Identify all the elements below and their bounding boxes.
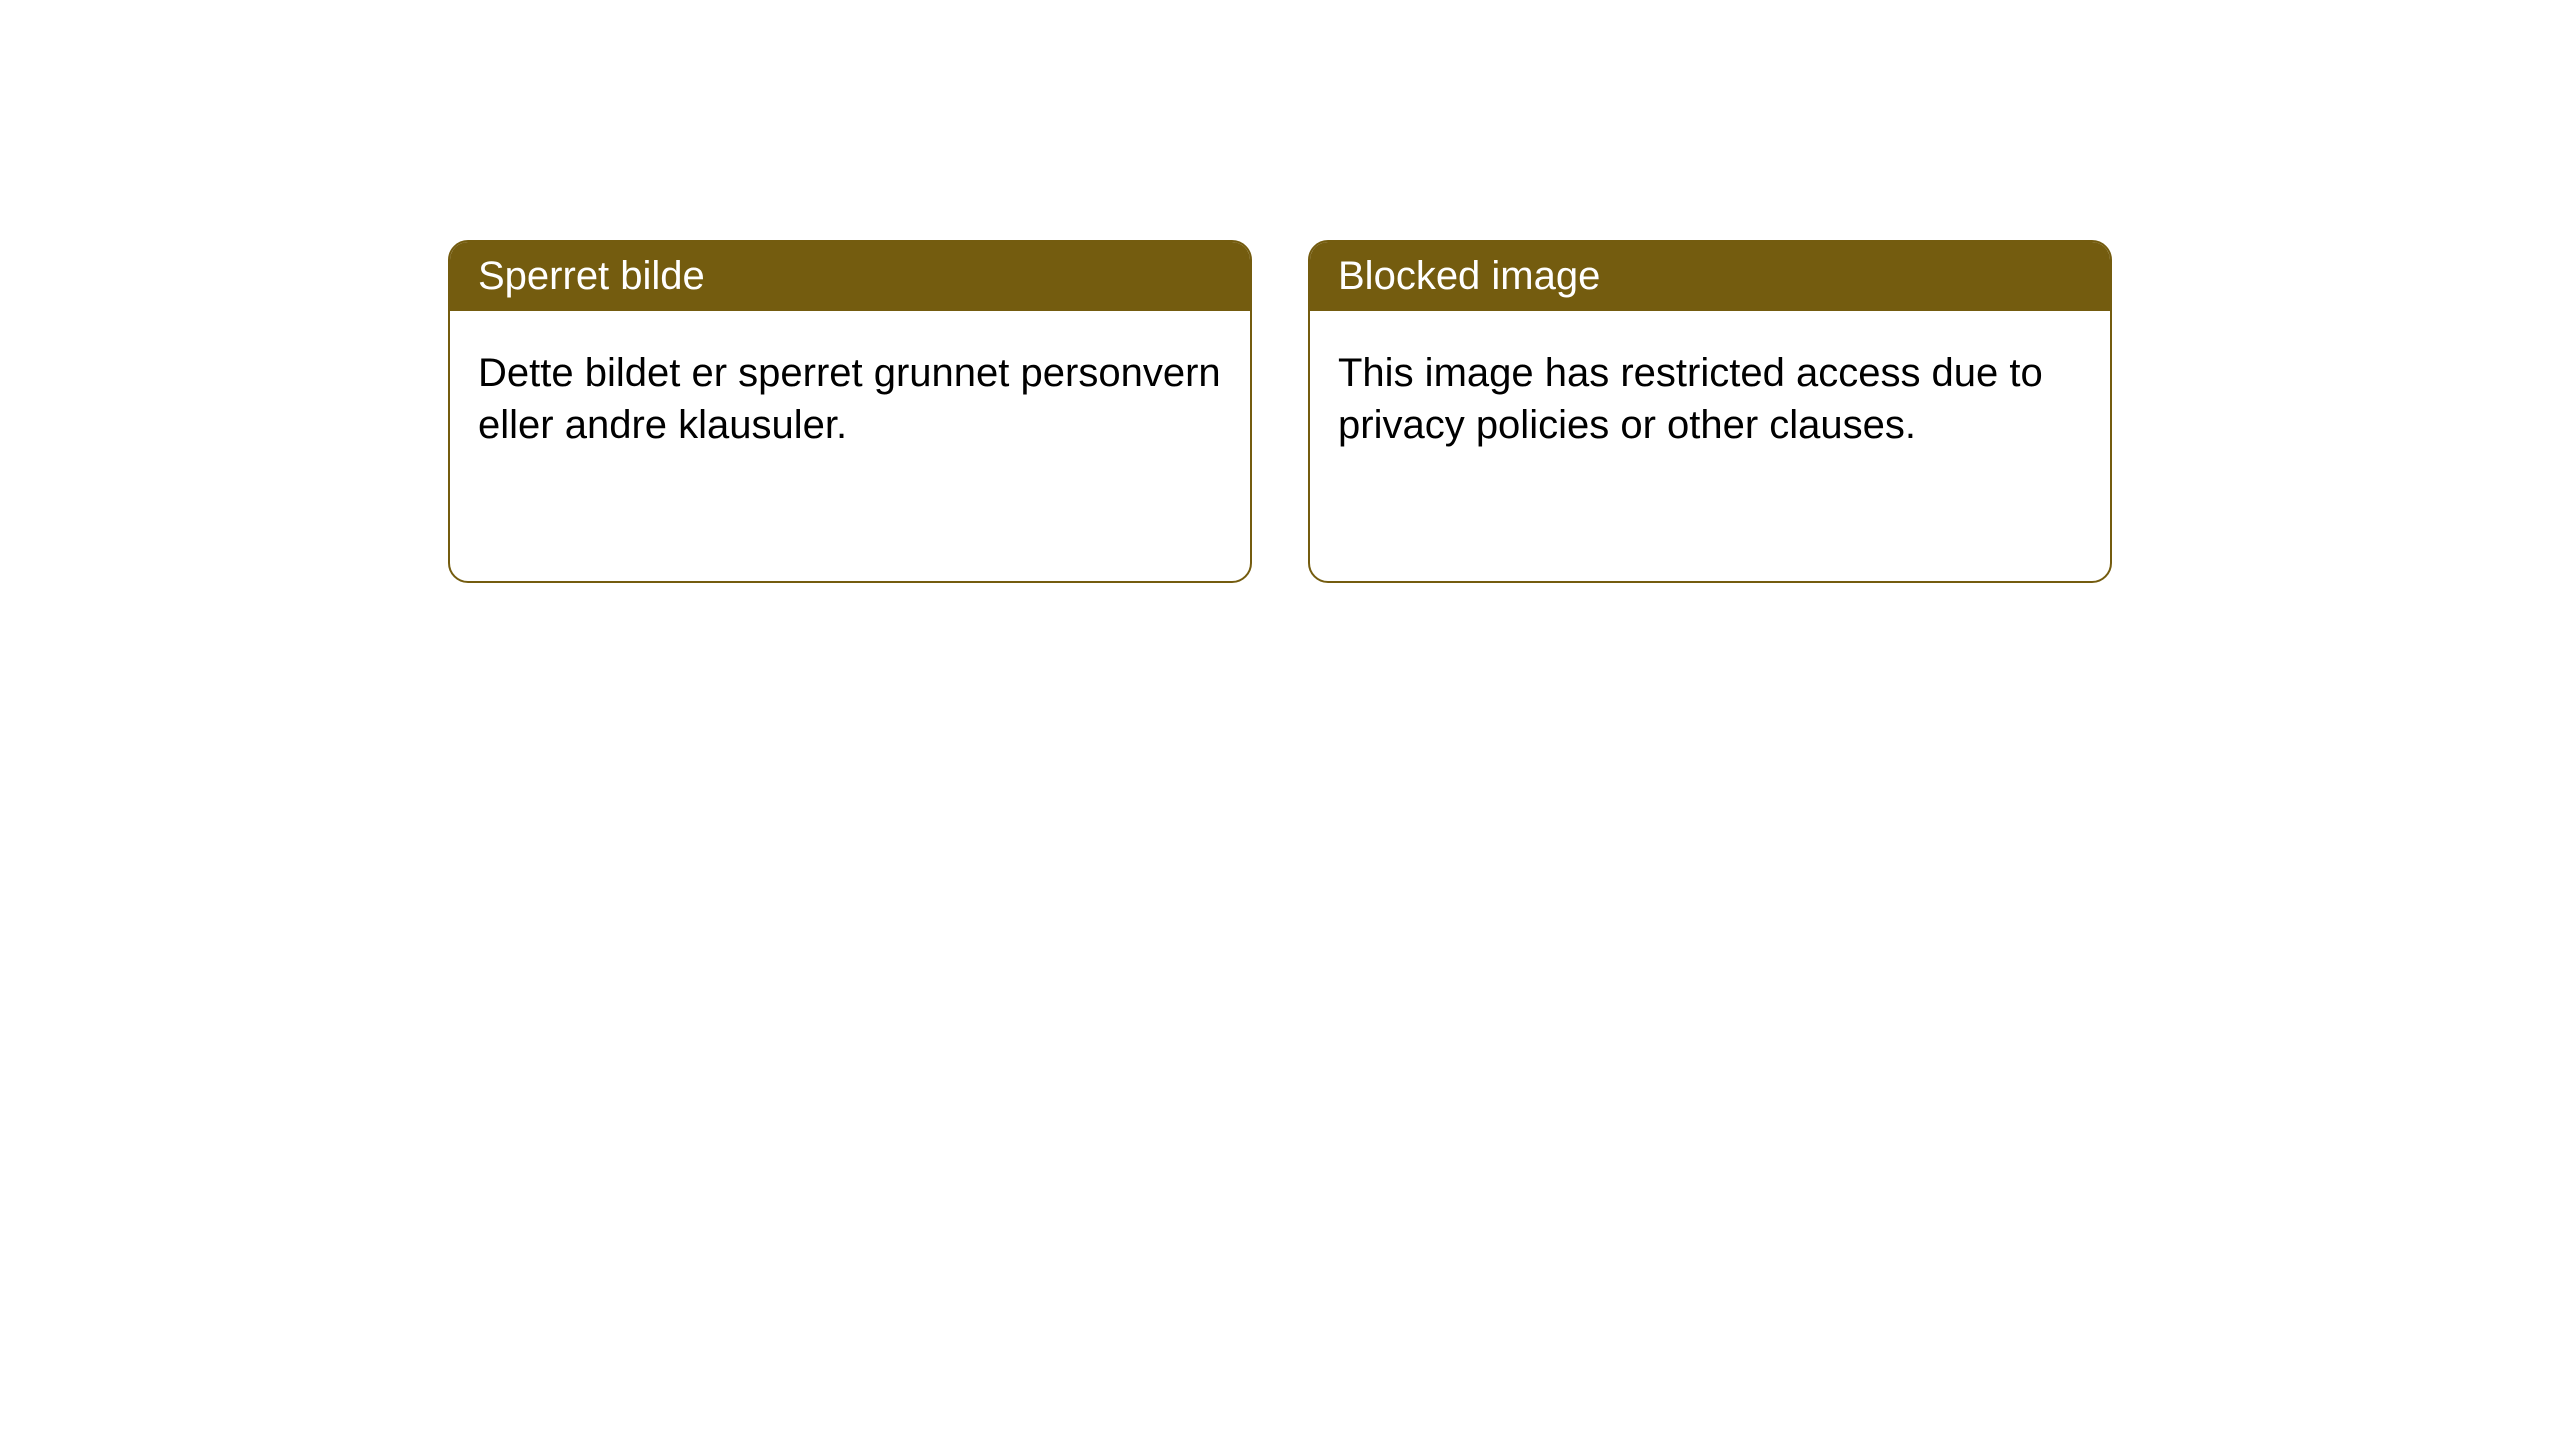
notice-card-english: Blocked image This image has restricted …	[1308, 240, 2112, 583]
card-body-text: This image has restricted access due to …	[1338, 347, 2082, 451]
card-body: Dette bildet er sperret grunnet personve…	[450, 311, 1250, 581]
card-body-text: Dette bildet er sperret grunnet personve…	[478, 347, 1222, 451]
notice-card-norwegian: Sperret bilde Dette bildet er sperret gr…	[448, 240, 1252, 583]
card-title: Blocked image	[1338, 254, 1600, 298]
notice-cards-container: Sperret bilde Dette bildet er sperret gr…	[0, 0, 2560, 583]
card-title: Sperret bilde	[478, 254, 705, 298]
card-header: Blocked image	[1310, 242, 2110, 311]
card-body: This image has restricted access due to …	[1310, 311, 2110, 581]
card-header: Sperret bilde	[450, 242, 1250, 311]
